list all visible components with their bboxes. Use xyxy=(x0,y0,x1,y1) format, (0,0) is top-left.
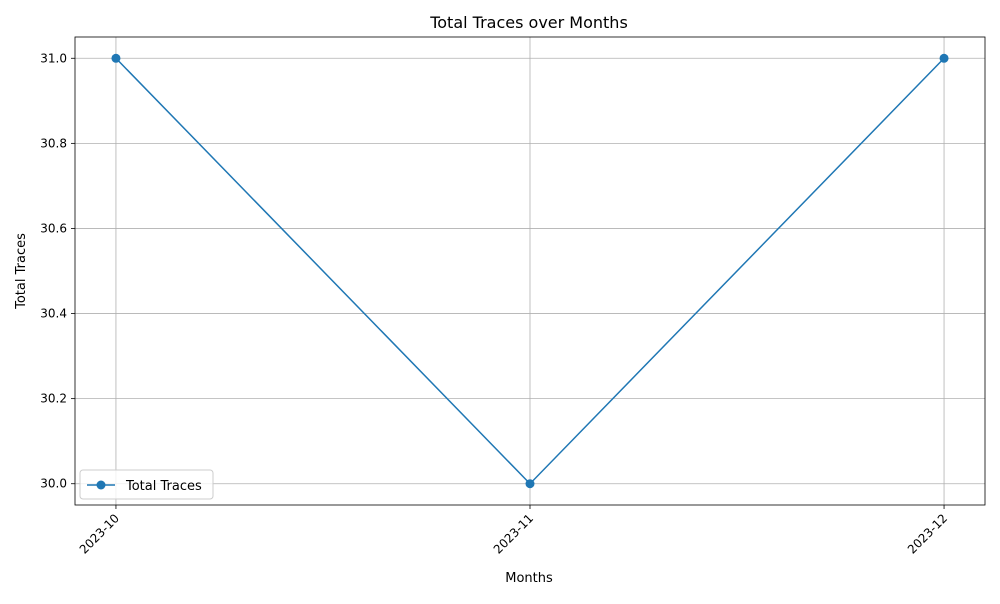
legend: Total Traces xyxy=(79,469,214,500)
x-axis-label: Months xyxy=(505,571,553,586)
y-axis: 30.0 30.2 30.4 30.6 30.8 31.0 xyxy=(40,51,75,491)
y-axis-label: Total Traces xyxy=(14,233,29,310)
y-tick-label: 31.0 xyxy=(40,51,67,65)
series-layer xyxy=(111,53,949,489)
y-tick-label: 30.4 xyxy=(40,307,67,321)
y-tick-label: 30.6 xyxy=(40,221,67,235)
legend-entry-label: Total Traces xyxy=(125,479,202,494)
data-point-2023-12 xyxy=(939,53,949,63)
legend-marker-swatch xyxy=(96,480,106,490)
grid xyxy=(75,37,985,505)
y-tick-label: 30.8 xyxy=(40,136,67,150)
y-tick-label: 30.2 xyxy=(40,392,67,406)
chart-title: Total Traces over Months xyxy=(429,13,628,32)
y-tick-label: 30.0 xyxy=(40,477,67,491)
legend-frame xyxy=(79,469,214,500)
data-point-2023-10 xyxy=(111,53,121,63)
data-point-2023-11 xyxy=(525,479,535,489)
